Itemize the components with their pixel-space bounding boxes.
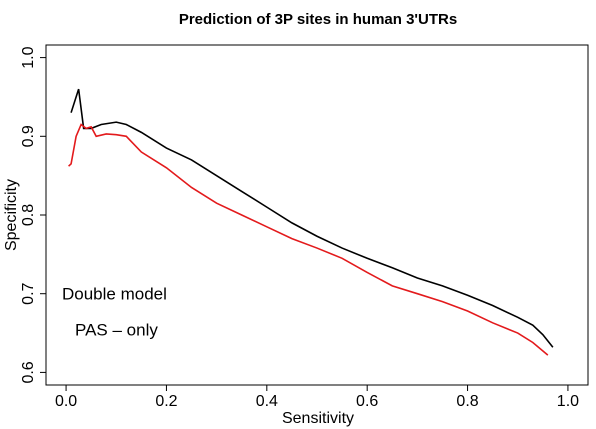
y-tick-label: 1.0 [20, 46, 37, 68]
y-tick-label: 0.9 [20, 125, 37, 147]
x-tick-label: 1.0 [557, 393, 579, 410]
x-tick-label: 0.0 [55, 393, 77, 410]
x-tick-label: 0.6 [356, 393, 378, 410]
series-line [70, 88, 554, 348]
legend-label: PAS – only [75, 320, 158, 339]
series-line [68, 123, 549, 356]
x-tick-label: 0.8 [456, 393, 478, 410]
x-tick-label: 0.4 [256, 393, 278, 410]
x-axis-label: Sensitivity [282, 410, 354, 427]
y-tick-label: 0.6 [20, 361, 37, 383]
y-tick-label: 0.7 [20, 282, 37, 304]
legend-label: Double model [62, 284, 167, 303]
y-tick-label: 0.8 [20, 204, 37, 226]
y-axis-label: Specificity [3, 179, 20, 251]
x-tick-label: 0.2 [155, 393, 177, 410]
chart-title: Prediction of 3P sites in human 3'UTRs [179, 11, 457, 28]
